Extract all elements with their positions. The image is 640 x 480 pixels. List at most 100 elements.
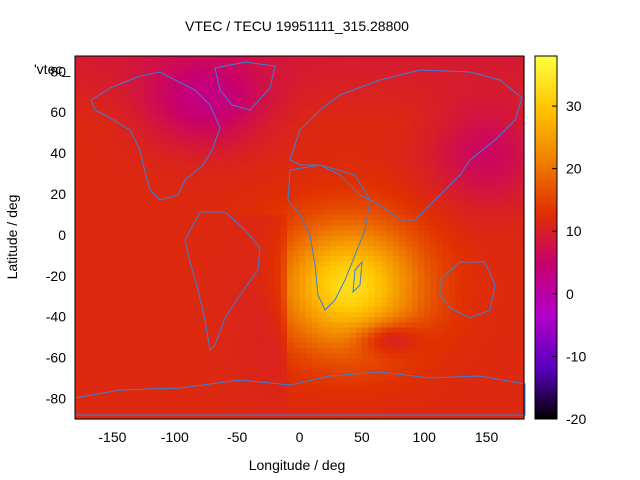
heatmap-cell xyxy=(93,234,101,241)
heatmap-cell xyxy=(480,311,488,318)
heatmap-cell xyxy=(492,383,500,389)
heatmap-cell xyxy=(486,122,494,129)
heatmap-cell xyxy=(181,229,188,236)
heatmap-cell xyxy=(330,71,338,78)
heatmap-cell xyxy=(511,378,519,384)
heatmap-cell xyxy=(455,137,463,144)
heatmap-cell xyxy=(106,398,114,405)
heatmap-cell xyxy=(318,352,326,359)
heatmap-cell xyxy=(280,270,288,277)
heatmap-cell xyxy=(249,332,257,338)
heatmap-cell xyxy=(149,311,157,318)
heatmap-cell xyxy=(430,388,438,395)
heatmap-cell xyxy=(505,255,513,262)
heatmap-cell xyxy=(455,96,463,103)
heatmap-cell xyxy=(81,311,89,318)
heatmap-cell xyxy=(461,275,469,282)
heatmap-cell xyxy=(330,337,338,343)
heatmap-cell xyxy=(399,142,407,149)
heatmap-cell xyxy=(330,219,338,226)
heatmap-cell xyxy=(106,194,114,200)
heatmap-cell xyxy=(212,367,220,374)
heatmap-cell xyxy=(137,122,145,129)
heatmap-cell xyxy=(149,158,157,164)
heatmap-cell xyxy=(417,148,425,154)
heatmap-cell xyxy=(299,311,307,318)
heatmap-cell xyxy=(442,132,450,139)
heatmap-cell xyxy=(511,107,519,113)
heatmap-cell xyxy=(442,142,450,149)
heatmap-cell xyxy=(75,168,82,175)
heatmap-cell xyxy=(243,86,251,93)
heatmap-cell xyxy=(455,168,463,175)
heatmap-cell xyxy=(411,71,419,78)
heatmap-cell xyxy=(511,367,519,374)
heatmap-cell xyxy=(318,153,326,159)
heatmap-cell xyxy=(143,347,151,354)
heatmap-cell xyxy=(399,209,407,216)
heatmap-cell xyxy=(224,127,232,134)
heatmap-cell xyxy=(368,367,375,374)
heatmap-cell xyxy=(143,393,151,400)
heatmap-cell xyxy=(124,357,132,364)
heatmap-cell xyxy=(393,117,400,124)
heatmap-cell xyxy=(430,153,438,159)
heatmap-cell xyxy=(311,158,319,164)
heatmap-cell xyxy=(330,280,338,287)
heatmap-cell xyxy=(143,66,151,72)
heatmap-cell xyxy=(486,265,494,272)
heatmap-cell xyxy=(118,372,126,379)
heatmap-cell xyxy=(349,372,357,379)
heatmap-cell xyxy=(324,403,332,410)
heatmap-cell xyxy=(349,270,357,277)
heatmap-cell xyxy=(124,408,132,415)
heatmap-cell xyxy=(474,148,481,154)
heatmap-cell xyxy=(205,199,213,205)
heatmap-cell xyxy=(287,280,294,287)
heatmap-cell xyxy=(218,286,226,292)
heatmap-cell xyxy=(492,91,500,98)
heatmap-cell xyxy=(511,66,519,72)
heatmap-cell xyxy=(131,102,138,108)
heatmap-cell xyxy=(181,357,188,364)
heatmap-cell xyxy=(368,173,375,180)
heatmap-cell xyxy=(311,357,319,364)
heatmap-cell xyxy=(199,342,207,349)
heatmap-cell xyxy=(293,352,301,359)
heatmap-cell xyxy=(187,132,195,139)
heatmap-cell xyxy=(442,209,450,216)
heatmap-cell xyxy=(193,188,201,195)
heatmap-cell xyxy=(430,107,438,113)
heatmap-cell xyxy=(393,306,400,313)
heatmap-cell xyxy=(480,234,488,241)
heatmap-cell xyxy=(368,332,375,338)
heatmap-cell xyxy=(255,188,263,195)
heatmap-cell xyxy=(305,337,313,343)
heatmap-cell xyxy=(224,357,232,364)
heatmap-cell xyxy=(343,296,350,303)
heatmap-cell xyxy=(330,188,338,195)
heatmap-cell xyxy=(393,383,400,389)
heatmap-cell xyxy=(124,388,132,395)
heatmap-cell xyxy=(218,148,226,154)
heatmap-cell xyxy=(199,291,207,297)
heatmap-cell xyxy=(162,61,170,67)
heatmap-cell xyxy=(205,153,213,159)
heatmap-cell xyxy=(305,311,313,318)
heatmap-cell xyxy=(299,347,307,354)
heatmap-cell xyxy=(224,81,232,88)
heatmap-cell xyxy=(293,168,301,175)
heatmap-cell xyxy=(87,168,95,175)
heatmap-cell xyxy=(505,91,513,98)
heatmap-cell xyxy=(118,296,126,303)
heatmap-cell xyxy=(380,168,388,175)
heatmap-cell xyxy=(318,408,326,415)
heatmap-cell xyxy=(318,367,326,374)
heatmap-cell xyxy=(187,286,195,292)
heatmap-cell xyxy=(449,112,457,118)
heatmap-cell xyxy=(274,372,282,379)
heatmap-cell xyxy=(181,403,188,410)
heatmap-cell xyxy=(474,306,481,313)
heatmap-cell xyxy=(324,209,332,216)
heatmap-cell xyxy=(399,275,407,282)
